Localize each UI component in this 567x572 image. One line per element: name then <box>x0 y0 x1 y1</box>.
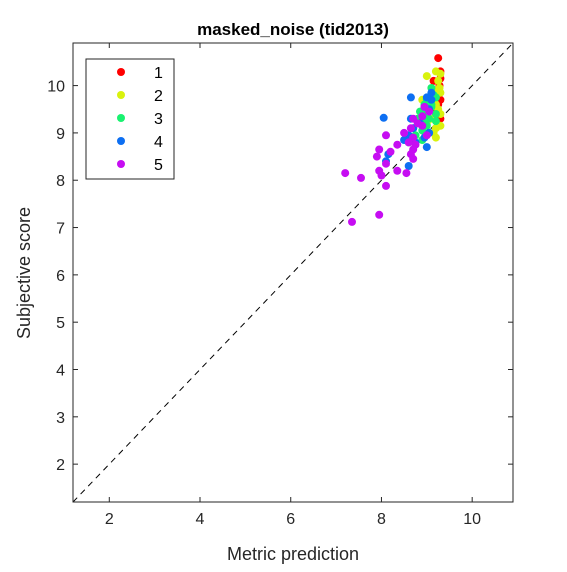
legend-marker-1 <box>117 68 125 76</box>
x-axis-label: Metric prediction <box>227 544 359 564</box>
y-axis-label: Subjective score <box>14 207 34 339</box>
y-tick-label-4: 4 <box>56 363 65 380</box>
data-point-series-5-13 <box>375 145 384 154</box>
data-point-series-4-5 <box>379 113 388 122</box>
data-point-series-3-7 <box>431 110 440 118</box>
data-point-series-5-14 <box>386 147 395 156</box>
y-tick-label-2: 2 <box>56 457 65 474</box>
data-point-series-2-0 <box>422 72 431 81</box>
data-point-series-5-21 <box>402 169 411 178</box>
data-point-series-5-16 <box>372 152 381 161</box>
data-point-series-1-0 <box>434 54 443 63</box>
data-point-series-5-19 <box>393 166 402 175</box>
legend-marker-5 <box>117 160 125 168</box>
x-tick-label-8: 8 <box>377 511 386 528</box>
data-point-series-2-15 <box>431 133 440 142</box>
data-point-series-5-26 <box>375 210 384 219</box>
x-tick-label-2: 2 <box>105 511 114 528</box>
legend-box <box>85 58 175 180</box>
data-point-series-5-28 <box>418 121 427 130</box>
data-point-series-5-5 <box>406 124 415 133</box>
legend-label-1: 1 <box>154 65 163 82</box>
x-tick-label-6: 6 <box>286 511 295 528</box>
data-point-series-4-2 <box>427 95 436 104</box>
legend-label-3: 3 <box>154 111 163 128</box>
data-point-series-5-11 <box>393 140 402 149</box>
legend-label-4: 4 <box>154 134 163 151</box>
y-tick-label-7: 7 <box>56 221 65 238</box>
data-point-series-5-17 <box>409 154 418 163</box>
y-tick-label-3: 3 <box>56 410 65 427</box>
data-point-series-4-18 <box>427 88 436 97</box>
data-point-series-5-25 <box>382 181 390 190</box>
data-point-series-5-27 <box>348 217 356 226</box>
chart-title: masked_noise (tid2013) <box>197 20 389 39</box>
data-point-series-2-2 <box>436 69 445 78</box>
data-point-series-5-18 <box>382 159 390 168</box>
y-tick-label-8: 8 <box>56 173 65 190</box>
x-tick-label-4: 4 <box>196 511 205 528</box>
legend-marker-3 <box>117 114 125 122</box>
y-axis-ticks: 2 3 4 5 6 7 8 9 10 <box>47 79 513 474</box>
y-tick-label-10: 10 <box>47 79 65 96</box>
data-point-series-2-3 <box>434 76 443 85</box>
x-tick-label-10: 10 <box>463 511 481 528</box>
data-points-layer <box>341 54 445 226</box>
legend-label-2: 2 <box>154 88 163 105</box>
y-tick-label-9: 9 <box>56 126 65 143</box>
data-point-series-5-29 <box>422 131 431 140</box>
data-point-series-5-7 <box>382 131 390 140</box>
data-point-series-3-10 <box>431 117 440 126</box>
y-tick-label-6: 6 <box>56 268 65 285</box>
legend-marker-2 <box>117 91 125 99</box>
data-point-series-5-24 <box>377 171 386 180</box>
data-point-series-5-6 <box>400 128 409 137</box>
x-axis-ticks: 2 4 6 8 10 <box>105 43 481 528</box>
data-point-series-5-23 <box>357 173 365 182</box>
data-point-series-5-1 <box>425 107 434 116</box>
data-point-series-4-0 <box>406 93 415 102</box>
data-point-series-5-22 <box>341 169 350 178</box>
data-point-series-5-2 <box>418 112 427 121</box>
data-point-series-2-17 <box>435 84 444 92</box>
data-point-series-5-9 <box>404 138 413 147</box>
legend: 1 2 3 4 5 <box>85 58 175 180</box>
legend-label-5: 5 <box>154 157 163 174</box>
data-point-series-4-13 <box>422 143 431 152</box>
y-tick-label-5: 5 <box>56 315 65 332</box>
data-point-series-4-16 <box>404 162 413 170</box>
plot-frame <box>72 42 514 503</box>
legend-marker-4 <box>117 137 125 145</box>
